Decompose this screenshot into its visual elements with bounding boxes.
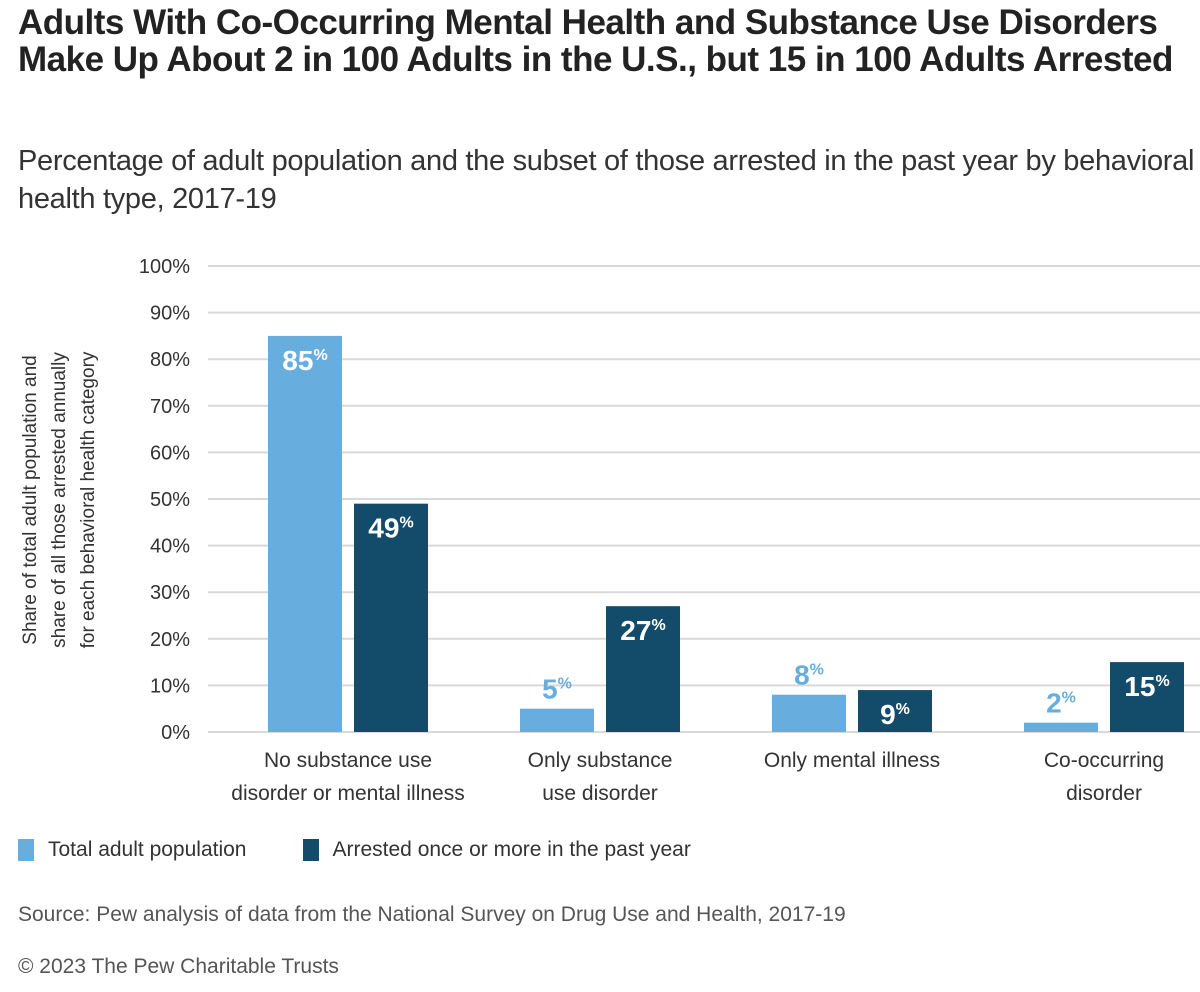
x-category-label: Only mental illness xyxy=(764,749,940,772)
data-label: 15% xyxy=(1124,671,1169,702)
legend-swatch-total xyxy=(18,839,34,861)
bar-arrested xyxy=(1110,662,1184,732)
legend-item-total: Total adult population xyxy=(18,838,247,862)
y-axis-ticks: 0% 10% 20% 30% 40% 50% 60% 70% 80% 90% 100% xyxy=(139,256,190,744)
x-category-label: Only substance xyxy=(528,749,673,772)
bar-total-population xyxy=(772,694,846,732)
bar-chart: 0% 10% 20% 30% 40% 50% 60% 70% 80% 90% 100% Share … xyxy=(20,256,1200,805)
legend-label-total: Total adult population xyxy=(48,838,247,861)
data-label: 49% xyxy=(368,513,413,544)
data-label: 8% xyxy=(794,660,824,691)
y-tick-label: 60% xyxy=(150,442,190,464)
y-axis-title-line: for each behavioral health category xyxy=(78,351,99,648)
x-category-label: disorder xyxy=(1066,782,1142,805)
source-note: Source: Pew analysis of data from the Na… xyxy=(18,903,846,926)
data-label: 85% xyxy=(282,345,327,376)
y-tick-label: 40% xyxy=(150,536,190,558)
legend-label-arrested: Arrested once or more in the past year xyxy=(332,838,691,861)
chart-subtitle: Percentage of adult population and the s… xyxy=(18,145,1195,215)
data-label: 2% xyxy=(1046,688,1076,719)
bar-total-population xyxy=(1024,722,1098,732)
bar-total-population xyxy=(520,708,594,732)
y-axis-title-line: Share of total adult population and xyxy=(20,355,41,644)
data-label: 27% xyxy=(620,615,665,646)
y-tick-label: 50% xyxy=(150,489,190,511)
bar-total-population xyxy=(268,335,342,732)
x-axis-labels: No substance use disorder or mental illne… xyxy=(231,749,1164,805)
data-label: 5% xyxy=(542,674,572,705)
bars xyxy=(268,335,1184,732)
x-category-label: disorder or mental illness xyxy=(231,782,464,805)
legend: Total adult population Arrested once or … xyxy=(18,838,747,862)
y-tick-label: 0% xyxy=(161,722,190,744)
y-tick-label: 10% xyxy=(150,675,190,697)
y-tick-label: 90% xyxy=(150,303,190,325)
legend-item-arrested: Arrested once or more in the past year xyxy=(302,838,691,862)
copyright-note: © 2023 The Pew Charitable Trusts xyxy=(18,955,339,978)
x-category-label: use disorder xyxy=(542,782,658,805)
legend-swatch-arrested xyxy=(302,839,319,861)
y-tick-label: 70% xyxy=(150,396,190,418)
y-tick-label: 80% xyxy=(150,349,190,371)
y-tick-label: 20% xyxy=(150,629,190,651)
bar-arrested xyxy=(858,690,932,732)
bar-arrested xyxy=(606,606,680,732)
x-category-label: Co-occurring xyxy=(1044,749,1164,772)
x-category-label: No substance use xyxy=(264,749,432,772)
chart-title: Adults With Co-Occurring Mental Health a… xyxy=(18,3,1173,79)
y-axis-label: Share of total adult population and share… xyxy=(20,351,99,648)
data-labels: 85% 49% 5% 27% 8% 9% 2% 15% xyxy=(282,345,1169,730)
y-tick-label: 100% xyxy=(139,256,190,278)
bar-arrested xyxy=(354,503,428,732)
y-axis-title-line: share of all those arrested annually xyxy=(49,352,70,648)
data-label: 9% xyxy=(880,699,910,730)
y-tick-label: 30% xyxy=(150,582,190,604)
